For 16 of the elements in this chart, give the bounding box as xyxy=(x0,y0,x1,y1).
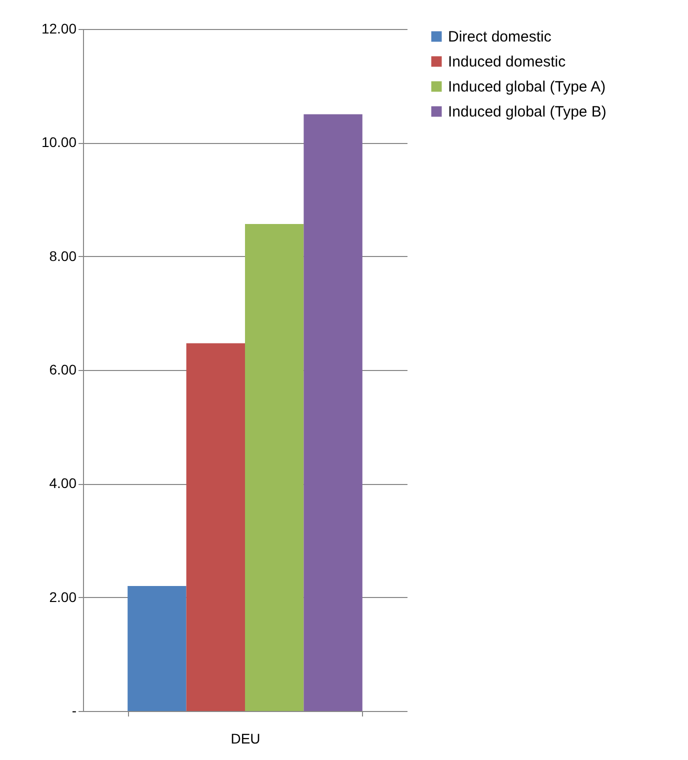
bar xyxy=(304,114,362,711)
y-tick-label: 4.00 xyxy=(49,475,77,492)
legend-label: Direct domestic xyxy=(448,28,552,46)
legend-label: Induced global (Type A) xyxy=(448,78,606,96)
y-tick-label: 12.00 xyxy=(41,20,77,36)
x-tick-label: DEU xyxy=(230,730,260,746)
legend-label: Induced domestic xyxy=(448,54,566,70)
bar xyxy=(128,586,186,711)
y-tick-label: - xyxy=(72,702,77,718)
y-tick-label: 2.00 xyxy=(49,588,77,605)
bar xyxy=(186,343,245,711)
y-tick-label: 8.00 xyxy=(49,248,77,264)
y-tick-label: 6.00 xyxy=(49,362,77,378)
y-tick-label: 10.00 xyxy=(41,134,77,150)
bar xyxy=(245,224,304,711)
legend-label: Induced global (Type B) xyxy=(448,104,606,120)
